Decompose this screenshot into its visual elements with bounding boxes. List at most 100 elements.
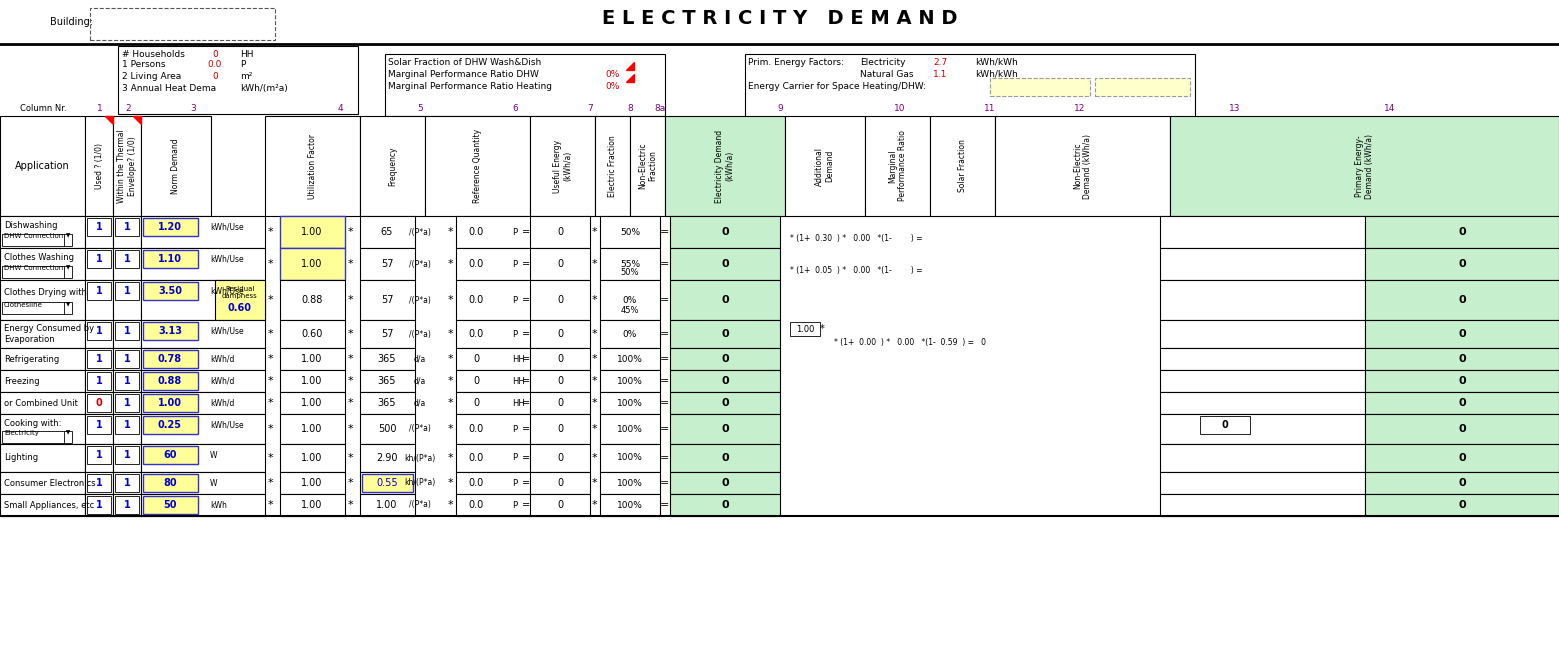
Bar: [86, 392, 112, 414]
Text: 0: 0: [1458, 478, 1465, 488]
Text: *: *: [348, 500, 352, 510]
Text: *: *: [348, 295, 352, 305]
Bar: [281, 280, 345, 320]
Text: 1.00: 1.00: [376, 500, 398, 510]
Text: 50: 50: [164, 500, 176, 510]
Text: 0: 0: [1458, 453, 1465, 463]
Bar: [86, 370, 112, 392]
Text: Freezing: Freezing: [5, 377, 39, 385]
Text: /(P*a): /(P*a): [408, 259, 430, 269]
Polygon shape: [133, 116, 140, 124]
Bar: [360, 392, 415, 414]
Text: *: *: [267, 478, 273, 488]
Text: *: *: [591, 376, 597, 386]
Bar: [360, 414, 415, 444]
Polygon shape: [104, 116, 112, 124]
Text: Solar Fraction: Solar Fraction: [957, 140, 967, 192]
Bar: [112, 392, 140, 414]
Bar: [1160, 472, 1366, 494]
Bar: [360, 248, 415, 280]
Text: P: P: [511, 228, 518, 236]
Bar: [670, 216, 780, 248]
Text: 1: 1: [95, 326, 103, 336]
Bar: [86, 116, 112, 216]
Text: =: =: [661, 376, 670, 386]
Bar: [112, 444, 140, 472]
Bar: [140, 392, 265, 414]
Text: P: P: [240, 59, 245, 69]
Text: 0: 0: [722, 500, 728, 510]
Bar: [530, 348, 589, 370]
Text: 0%: 0%: [605, 69, 620, 79]
Text: 365: 365: [377, 376, 396, 386]
Bar: [530, 280, 589, 320]
Text: Refrigerating: Refrigerating: [5, 355, 59, 363]
Bar: [115, 250, 139, 268]
Text: Column Nr.: Column Nr.: [20, 104, 67, 112]
Text: *: *: [348, 398, 352, 408]
Text: *: *: [447, 500, 452, 510]
Text: *: *: [591, 227, 597, 237]
Bar: [143, 496, 198, 514]
Bar: [600, 472, 659, 494]
Text: 100%: 100%: [617, 454, 642, 462]
Text: Marginal
Performance Ratio: Marginal Performance Ratio: [887, 130, 907, 202]
Text: =: =: [661, 478, 670, 488]
Bar: [455, 348, 532, 370]
Text: 4: 4: [337, 104, 343, 112]
Bar: [360, 348, 415, 370]
Bar: [115, 218, 139, 236]
Bar: [143, 322, 198, 340]
Bar: [530, 494, 589, 516]
Bar: [143, 372, 198, 390]
Text: 1 Persons: 1 Persons: [122, 59, 165, 69]
Text: *: *: [820, 324, 825, 334]
Text: 0: 0: [722, 478, 728, 488]
Bar: [115, 322, 139, 340]
Bar: [86, 280, 112, 320]
Text: 1: 1: [95, 450, 103, 460]
Text: 55%: 55%: [620, 259, 641, 269]
Text: 3 Annual Heat Dema: 3 Annual Heat Dema: [122, 84, 217, 92]
Bar: [115, 394, 139, 412]
Text: *: *: [267, 354, 273, 364]
Bar: [786, 116, 865, 216]
Text: ▼: ▼: [65, 234, 70, 238]
Text: /(P*a): /(P*a): [408, 329, 430, 339]
Bar: [140, 116, 210, 216]
Bar: [1169, 116, 1559, 216]
Bar: [360, 472, 415, 494]
Polygon shape: [627, 74, 635, 82]
Text: 13: 13: [1228, 104, 1241, 112]
Text: 9: 9: [776, 104, 783, 112]
Text: *: *: [591, 424, 597, 434]
Text: 0: 0: [1458, 376, 1465, 386]
Text: 0: 0: [557, 424, 563, 434]
Text: *: *: [591, 295, 597, 305]
Bar: [455, 392, 532, 414]
Bar: [670, 494, 780, 516]
Text: 0: 0: [722, 376, 728, 386]
Text: 1: 1: [95, 286, 103, 296]
Text: P: P: [511, 329, 518, 339]
Bar: [115, 350, 139, 368]
Text: Small Appliances, etc: Small Appliances, etc: [5, 500, 94, 510]
Text: *: *: [591, 354, 597, 364]
Bar: [143, 416, 198, 434]
Bar: [670, 348, 780, 370]
Bar: [87, 350, 111, 368]
Text: 0: 0: [212, 71, 218, 81]
Bar: [2, 302, 72, 314]
Text: 1: 1: [123, 254, 131, 264]
Text: 1.00: 1.00: [301, 259, 323, 269]
Text: or Combined Unit: or Combined Unit: [5, 399, 78, 407]
Bar: [87, 250, 111, 268]
Text: 2 Living Area: 2 Living Area: [122, 71, 181, 81]
Text: =: =: [661, 500, 670, 510]
Bar: [360, 370, 415, 392]
Text: 0: 0: [557, 259, 563, 269]
Bar: [1366, 248, 1559, 280]
Text: Application: Application: [16, 161, 70, 171]
Bar: [931, 116, 995, 216]
Bar: [1160, 370, 1366, 392]
